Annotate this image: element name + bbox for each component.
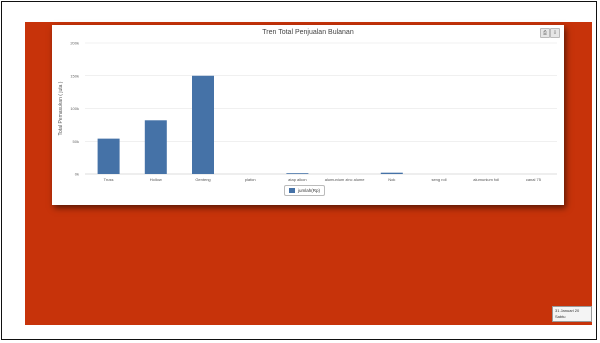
bar [286, 173, 309, 174]
bar [144, 120, 167, 174]
bar-chart: 0k 50k 100k 150k 200k Total Pemasukan ( juta … [58, 41, 557, 182]
x-tick-label: Nok [388, 177, 395, 182]
y-tick-label: 0k [75, 172, 79, 177]
y-tick-label: 50k [73, 139, 79, 144]
date-line: 31 Januari 20 [555, 308, 580, 313]
y-tick-label: 100k [70, 106, 79, 111]
chart-title: Tren Total Penjualan Bulanan [262, 29, 354, 36]
x-tick-label: alumunium foil [473, 177, 499, 182]
chart-card: Tren Total Penjualan Bulanan ⎙ ⇩ 0k 50k 10… [52, 25, 564, 205]
x-tick-label: Truss [104, 177, 114, 182]
x-tick-label: Genteng [195, 177, 210, 182]
date-display: 31 Januari 20 Sabtu [552, 306, 592, 322]
bar [380, 172, 403, 174]
download-icon[interactable]: ⇩ [550, 28, 560, 38]
x-tick-label: alumunium zinc alume [325, 177, 366, 182]
print-icon[interactable]: ⎙ [540, 28, 550, 38]
y-tick-label: 200k [70, 41, 79, 46]
x-tick-label: atap alkon [288, 177, 306, 182]
x-tick-label: Hollow [150, 177, 162, 182]
legend-label: jumlah(Rp) [298, 188, 321, 193]
bar [192, 75, 214, 174]
bar [97, 138, 120, 174]
legend-item[interactable]: jumlah(Rp) [284, 185, 326, 196]
legend-swatch [289, 188, 295, 193]
day-line: Sabtu [555, 314, 566, 319]
y-tick-label: 150k [70, 73, 79, 78]
x-tick-label: seng roll [431, 177, 446, 182]
x-tick-label: canal 75 [526, 177, 542, 182]
y-axis-label: Total Pemasukan ( juta ) [58, 81, 64, 135]
x-tick-label: plafon [245, 177, 256, 182]
